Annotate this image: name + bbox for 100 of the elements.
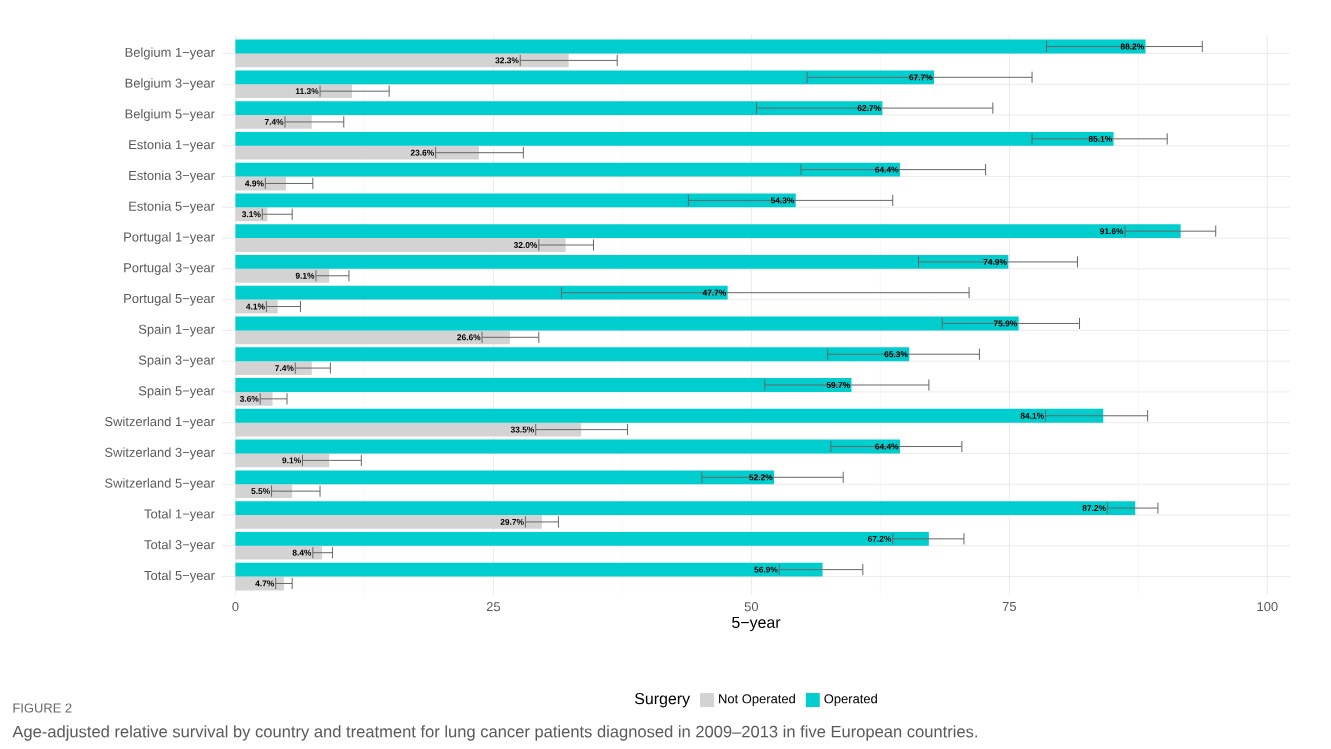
- bar: [235, 131, 1114, 146]
- bar: [235, 115, 312, 129]
- y-tick-label: Switzerland 3−year: [105, 447, 215, 460]
- bar: [235, 101, 883, 115]
- data-label: 54.3%: [770, 197, 795, 204]
- data-label: 52.2%: [749, 474, 773, 481]
- y-tick-label: Estonia 3−year: [129, 170, 215, 183]
- y-tick-label: Estonia 5−year: [129, 201, 215, 214]
- bar: [235, 576, 284, 591]
- bar: [235, 299, 278, 314]
- data-label: 67.2%: [867, 535, 892, 542]
- bar: [235, 562, 823, 577]
- bar: [235, 207, 268, 222]
- bar: [235, 224, 1181, 239]
- bar: [235, 484, 293, 499]
- data-label: 8.4%: [292, 549, 312, 556]
- bar: [235, 268, 330, 283]
- bar: [235, 422, 582, 437]
- data-label: 9.1%: [282, 457, 301, 464]
- bar: [235, 145, 479, 160]
- data-label: 47.7%: [702, 289, 727, 296]
- data-label: 64.4%: [875, 443, 899, 450]
- data-label: 4.9%: [245, 180, 264, 187]
- data-label: 65.3%: [884, 351, 908, 358]
- data-label: 62.7%: [857, 105, 881, 112]
- data-label: 9.1%: [295, 272, 315, 279]
- bar: [235, 439, 900, 454]
- bar: [235, 316, 1019, 331]
- bar: [235, 408, 1104, 423]
- bar: [235, 531, 929, 546]
- y-tick-label: Belgium 1−year: [125, 47, 215, 60]
- bar: [235, 238, 566, 252]
- bar: [235, 162, 900, 177]
- bar: [235, 285, 728, 300]
- y-tick-label: Spain 5−year: [138, 385, 215, 398]
- y-tick-label: Total 1−year: [144, 508, 215, 522]
- data-label: 26.6%: [457, 334, 481, 341]
- bar: [235, 330, 510, 345]
- x-tick-label: 75: [1002, 602, 1016, 612]
- data-label: 4.7%: [255, 580, 275, 587]
- x-tick-label: 50: [744, 602, 759, 612]
- data-label: 32.0%: [513, 242, 538, 248]
- x-tick-label: 25: [486, 602, 501, 612]
- bar: [235, 347, 910, 362]
- bar: [235, 193, 796, 208]
- legend-label: Operated: [824, 693, 877, 706]
- x-axis-title: 5−year: [732, 616, 781, 632]
- bar: [235, 515, 542, 529]
- data-label: 75.9%: [993, 320, 1018, 327]
- y-tick-label: Spain 1−year: [138, 324, 215, 337]
- data-label: 23.6%: [410, 149, 434, 156]
- bar: [235, 378, 852, 392]
- y-tick-label: Portugal 3−year: [124, 262, 215, 275]
- y-tick-label: Portugal 5−year: [124, 293, 215, 306]
- text: Age-adjusted relative survival by country and treatment for lung cancer patients diagnosed in 2009–2013 in five European countries.: [12, 725, 977, 741]
- data-label: 29.7%: [500, 518, 524, 525]
- y-tick-label: Switzerland 1−year: [105, 416, 215, 429]
- y-tick-label: Spain 3−year: [138, 355, 215, 368]
- bar: [235, 361, 312, 376]
- data-label: 4.1%: [246, 303, 265, 310]
- bar: [235, 501, 1136, 516]
- x-tick-label: 0: [232, 602, 239, 612]
- bar: [235, 453, 330, 468]
- data-label: 32.3%: [495, 57, 519, 64]
- data-label: 88.2%: [1120, 43, 1144, 50]
- data-label: 7.4%: [275, 365, 294, 372]
- data-label: 3.6%: [239, 395, 259, 402]
- y-tick-label: Estonia 1−year: [129, 139, 215, 152]
- bar: [235, 391, 273, 406]
- data-label: 87.2%: [1082, 505, 1106, 512]
- data-label: 7.4%: [264, 118, 284, 125]
- bar: [235, 84, 353, 99]
- data-label: 3.1%: [241, 211, 261, 218]
- bar: [235, 545, 323, 560]
- bar: [235, 39, 1146, 54]
- bar: [235, 255, 1009, 269]
- bar: [235, 70, 935, 85]
- data-label: 5.5%: [251, 488, 270, 495]
- data-label: 91.6%: [1100, 228, 1124, 235]
- x-tick-label: 100: [1257, 602, 1278, 612]
- y-tick-label: Belgium 5−year: [125, 108, 215, 122]
- legend-label: Not Operated: [719, 693, 795, 706]
- y-tick-label: Total 5−year: [144, 570, 215, 583]
- data-label: 33.5%: [510, 426, 535, 433]
- data-label: 59.7%: [826, 382, 850, 388]
- y-tick-label: Total 3−year: [144, 539, 215, 552]
- y-tick-label: Switzerland 5−year: [105, 478, 215, 491]
- data-label: 85.1%: [1088, 135, 1112, 142]
- data-label: 64.4%: [875, 166, 899, 173]
- caption: FIGURE 2: [13, 703, 72, 713]
- data-label: 84.1%: [1020, 412, 1044, 419]
- data-label: 11.3%: [295, 88, 319, 95]
- data-label: 67.7%: [909, 74, 933, 81]
- legend-title: Surgery: [634, 692, 691, 708]
- y-tick-label: Portugal 1−year: [124, 232, 215, 245]
- data-label: 74.9%: [983, 258, 1007, 265]
- data-label: 56.9%: [754, 566, 778, 573]
- y-tick-label: Belgium 3−year: [125, 78, 215, 91]
- bar: [235, 470, 775, 485]
- bar: [235, 53, 569, 68]
